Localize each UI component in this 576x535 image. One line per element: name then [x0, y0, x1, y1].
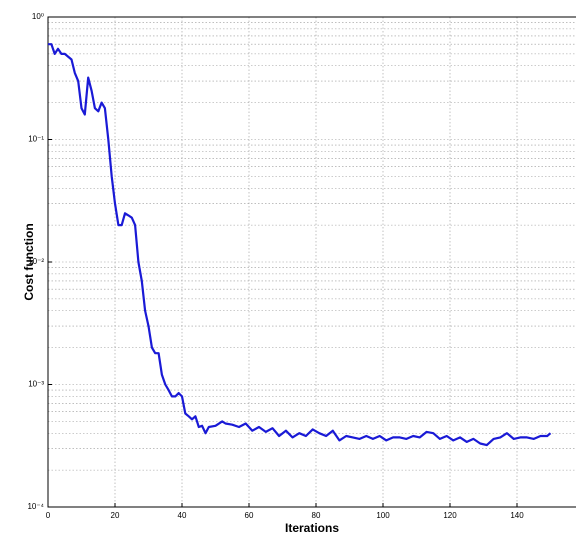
y-tick-label: 10⁻³: [28, 380, 44, 389]
y-tick-label: 10⁻²: [28, 257, 44, 266]
plot-frame: [47, 16, 576, 508]
x-tick-label: 120: [443, 511, 457, 520]
x-tick-label: 100: [376, 511, 390, 520]
x-tick-label: 0: [46, 511, 51, 520]
x-tick-label: 80: [312, 511, 321, 520]
y-tick-label: 10⁰: [32, 12, 44, 21]
data-line: [48, 43, 552, 447]
x-axis-title: Iterations: [285, 521, 339, 535]
y-tick-label: 10⁻¹: [28, 135, 44, 144]
x-tick-label: 20: [111, 511, 120, 520]
y-tick-label: 10⁻⁴: [27, 502, 44, 511]
x-tick-label: 140: [510, 511, 524, 520]
x-tick-label: 60: [245, 511, 254, 520]
y-axis-title: Cost function: [22, 223, 36, 300]
x-tick-label: 40: [178, 511, 187, 520]
